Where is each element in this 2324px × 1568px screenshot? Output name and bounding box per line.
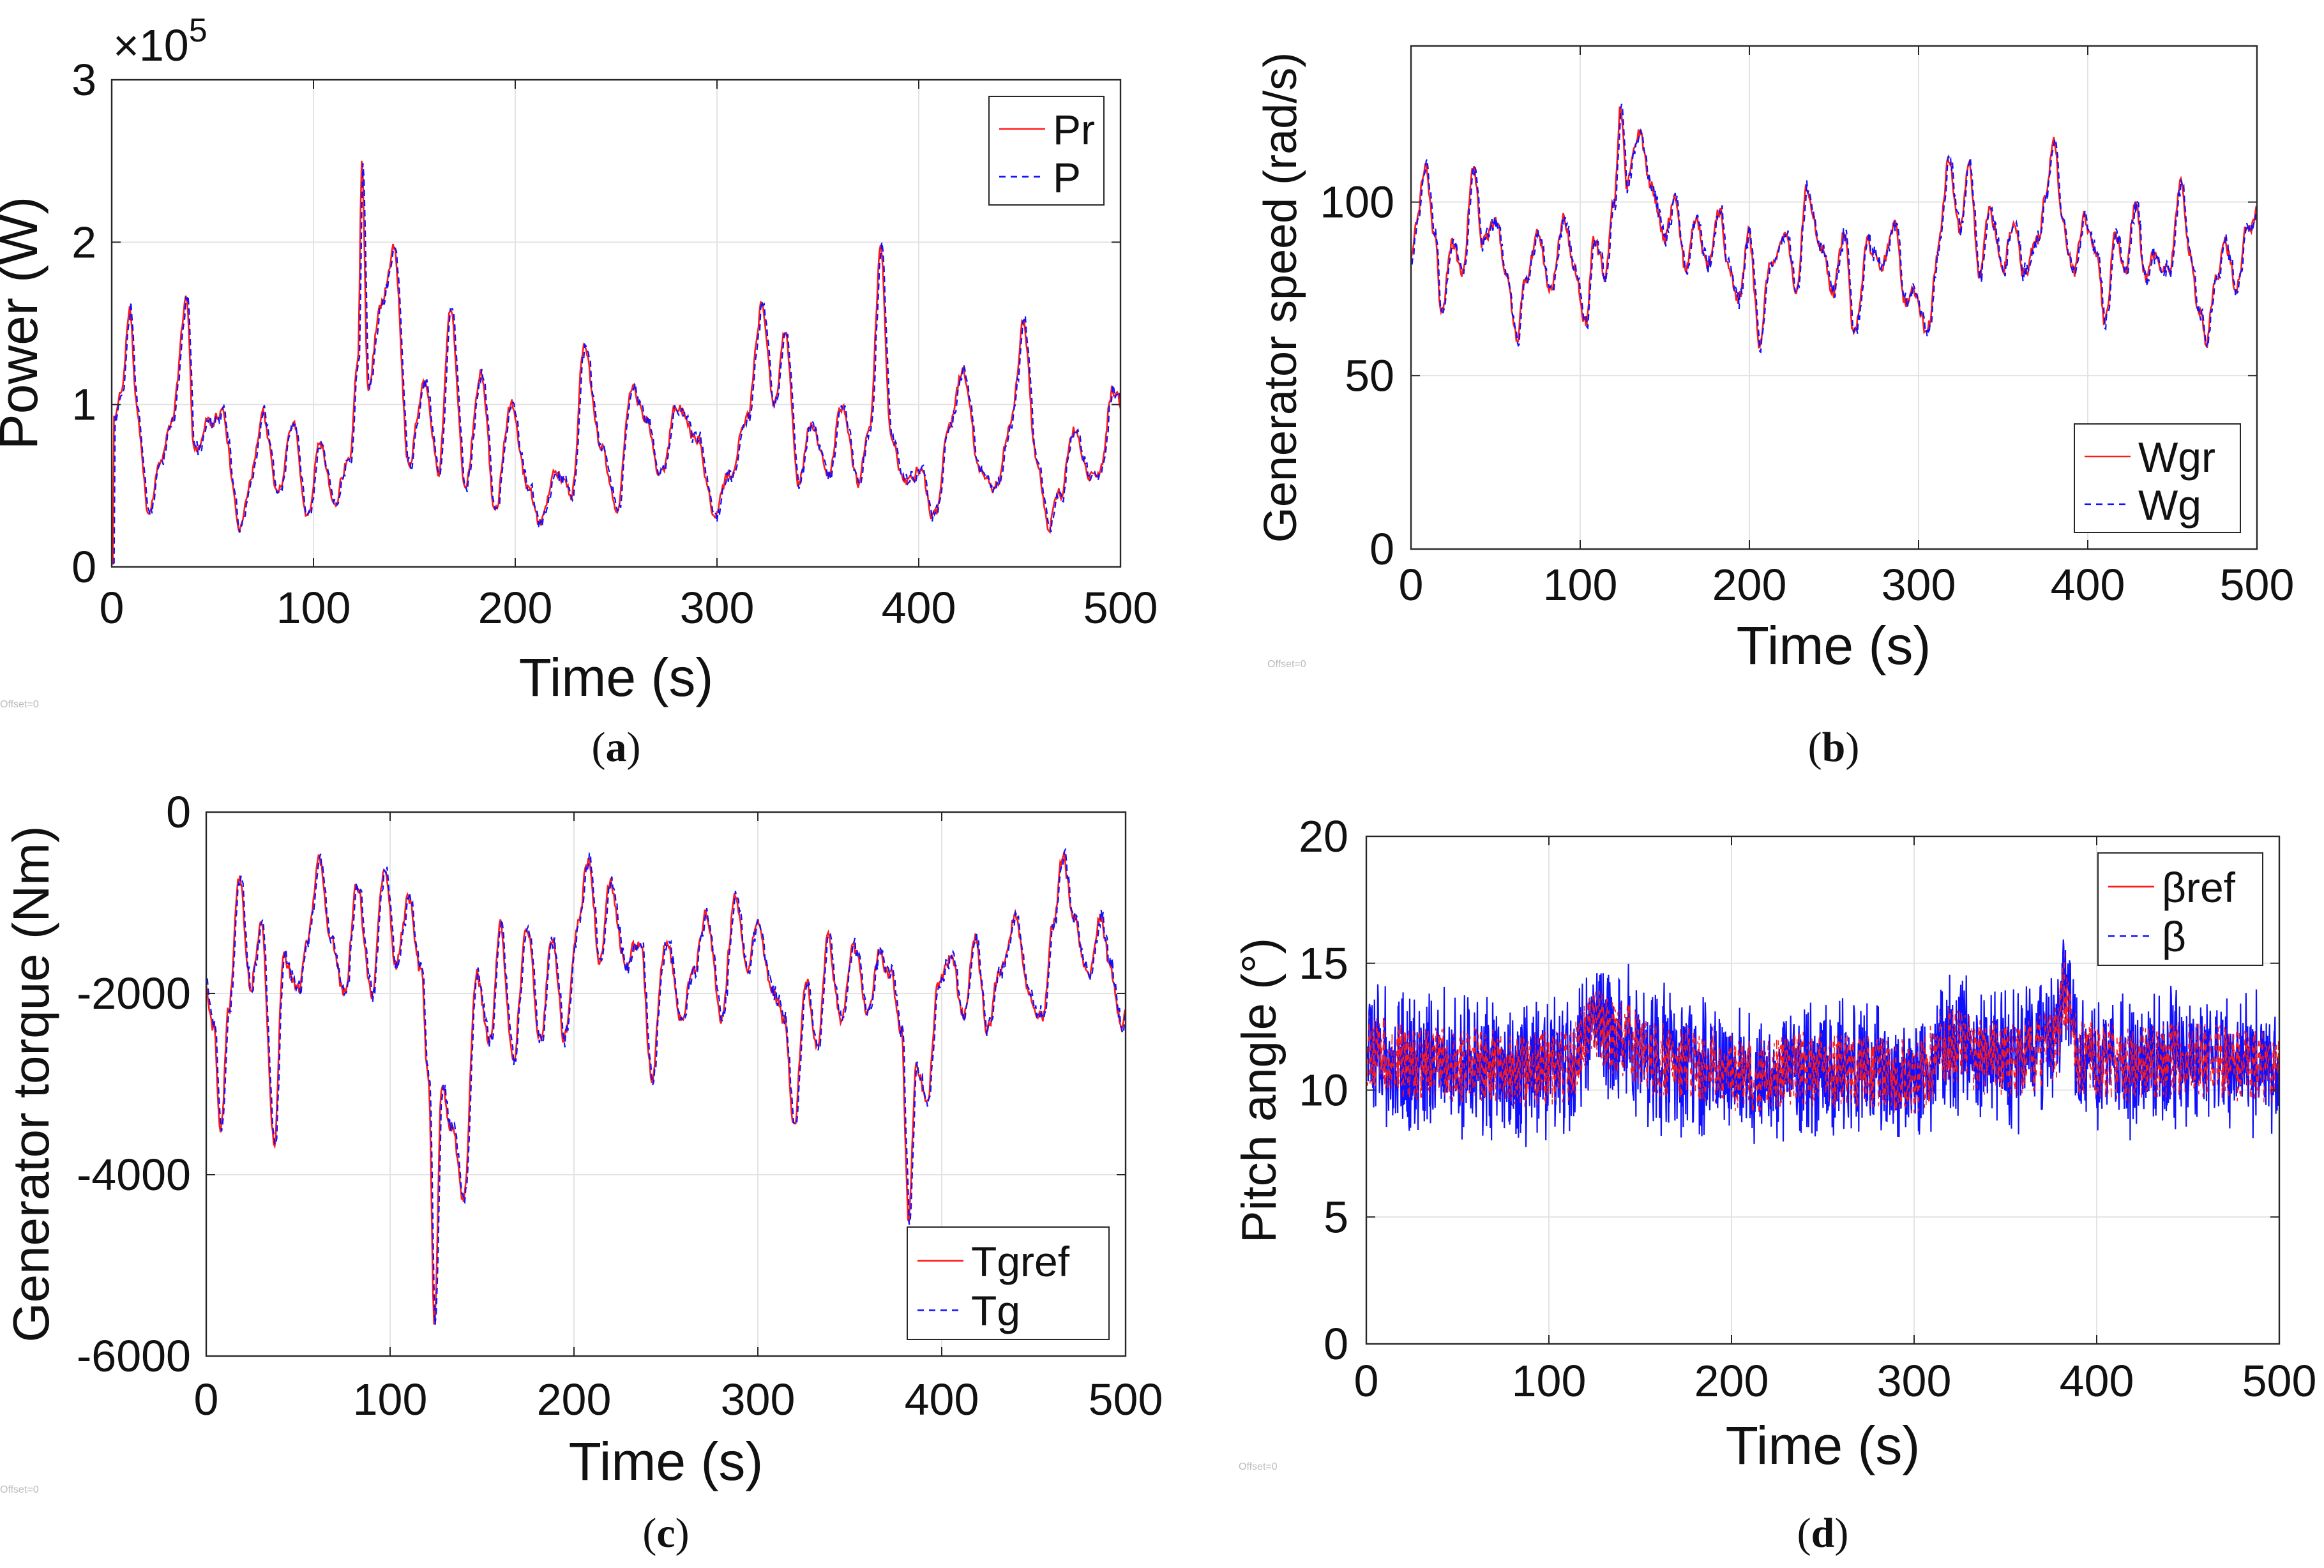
x-tick-label: 200 [1712, 560, 1787, 610]
x-tick-label: 0 [1399, 560, 1424, 610]
legend-label-Tgref: Tgref [971, 1238, 1070, 1285]
x-tick-label: 300 [1877, 1356, 1952, 1406]
chart-panel-c: 0 100 200 300 400 500 -6000 -4000 -2000 0 Time (s)… [0, 787, 1163, 1557]
series-line-Tg [206, 847, 1126, 1325]
x-tick-label: 0 [100, 583, 124, 633]
x-axis-label: Time (s) [519, 647, 714, 707]
x-tick-label: 300 [1882, 560, 1956, 610]
x-tick-label: 500 [1083, 583, 1158, 633]
panel-caption: (c) [642, 1510, 689, 1557]
axes-box [110, 79, 1122, 568]
y-axis-label: Generator speed (rad/s) [1255, 52, 1306, 543]
y-tick-label: 5 [1324, 1192, 1348, 1242]
y-tick-label: 15 [1299, 939, 1348, 988]
y-tick-label: 100 [1320, 177, 1394, 227]
x-tick-label: 200 [537, 1375, 612, 1424]
x-tick-label: 400 [882, 583, 956, 633]
y-axis-multiplier: ×105 [113, 12, 207, 70]
legend-label-Wg: Wg [2138, 481, 2201, 529]
y-tick-label: -2000 [77, 969, 191, 1018]
y-tick-label: 0 [1370, 524, 1394, 574]
legend-label-Wgr: Wgr [2138, 433, 2215, 481]
x-tick-label: 400 [905, 1375, 979, 1424]
axes-box [1410, 45, 2258, 550]
offset-label: Offset=0 [0, 1484, 39, 1495]
x-tick-label: 500 [1089, 1375, 1163, 1424]
offset-label: Offset=0 [1267, 659, 1306, 670]
x-tick-label: 100 [353, 1375, 428, 1424]
offset-label: Offset=0 [1239, 1461, 1278, 1472]
plot-area [112, 80, 1120, 567]
x-tick-label: 500 [2242, 1356, 2317, 1406]
legend: PrP [988, 96, 1105, 206]
legend-box [2074, 423, 2241, 533]
y-tick-label: 3 [72, 55, 96, 105]
x-tick-label: 100 [276, 583, 351, 633]
y-tick-label: 1 [72, 380, 96, 430]
y-tick-label: 10 [1299, 1066, 1348, 1115]
y-axis-label: Pitch angle (°) [1232, 938, 1286, 1243]
y-tick-label: -4000 [77, 1150, 191, 1200]
x-tick-label: 100 [1543, 560, 1618, 610]
legend-label-Tg: Tg [971, 1287, 1020, 1334]
x-tick-label: 200 [1694, 1356, 1769, 1406]
y-tick-label: 0 [1324, 1319, 1348, 1369]
x-axis-label: Time (s) [1737, 615, 1931, 675]
series-line-P [112, 163, 1120, 564]
chart-panel-d: 0 100 200 300 400 500 0 5 10 15 20 Time (s) Pitch an… [1232, 811, 2316, 1557]
legend-box [2097, 852, 2263, 966]
offset-label: Offset=0 [0, 699, 39, 710]
chart-panel-a: 0 100 200 300 400 500 0 1 2 3 ×105 Time (s) Power (W… [0, 12, 1158, 771]
x-axis-label: Time (s) [569, 1431, 764, 1491]
series-line-βref [1366, 953, 2279, 1115]
y-tick-label: 2 [72, 217, 96, 267]
y-tick-label: -6000 [77, 1331, 191, 1381]
panel-caption: (a) [592, 724, 641, 771]
legend-label-βref: βref [2162, 864, 2236, 911]
axes-box [205, 811, 1127, 1357]
y-axis-label: Power (W) [0, 197, 49, 450]
legend-label-Pr: Pr [1053, 106, 1095, 153]
x-tick-label: 400 [2060, 1356, 2134, 1406]
y-tick-label: 0 [72, 542, 96, 592]
chart-panel-b: 0 100 200 300 400 500 0 50 100 Time (s) Generator … [1255, 45, 2295, 771]
x-tick-label: 400 [2051, 560, 2125, 610]
series-line-Pr [112, 160, 1120, 565]
legend-box [988, 96, 1105, 206]
x-tick-label: 500 [2220, 560, 2295, 610]
x-tick-label: 200 [478, 583, 553, 633]
series-line-Wgr [1411, 106, 2257, 349]
x-tick-label: 0 [1354, 1356, 1379, 1406]
series-line-Wg [1411, 103, 2257, 354]
x-tick-label: 300 [680, 583, 755, 633]
y-axis-label: Generator torque (Nm) [3, 825, 59, 1342]
x-axis-label: Time (s) [1726, 1415, 1920, 1475]
x-tick-label: 300 [721, 1375, 796, 1424]
x-tick-label: 100 [1512, 1356, 1587, 1406]
y-tick-label: 0 [166, 787, 191, 837]
legend-box [907, 1226, 1110, 1340]
panel-caption: (b) [1808, 724, 1860, 771]
legend-label-β: β [2162, 913, 2186, 960]
y-tick-label: 50 [1345, 351, 1394, 400]
legend-label-P: P [1053, 154, 1081, 201]
y-tick-label: 20 [1299, 811, 1348, 861]
panel-caption: (d) [1797, 1510, 1849, 1557]
x-tick-label: 0 [194, 1375, 219, 1424]
